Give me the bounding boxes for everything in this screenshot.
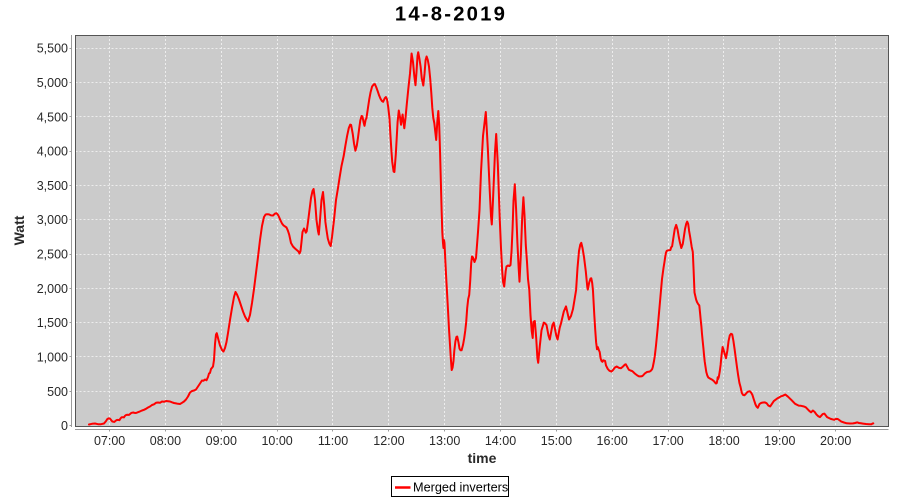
svg-text:1,500: 1,500 (37, 316, 68, 330)
svg-text:17:00: 17:00 (652, 434, 683, 448)
svg-text:5,500: 5,500 (37, 42, 68, 56)
svg-text:5,000: 5,000 (37, 76, 68, 90)
svg-text:16:00: 16:00 (597, 434, 628, 448)
svg-text:18:00: 18:00 (708, 434, 739, 448)
svg-text:10:00: 10:00 (261, 434, 292, 448)
svg-text:0: 0 (61, 419, 68, 433)
svg-text:19:00: 19:00 (764, 434, 795, 448)
svg-text:14-8-2019: 14-8-2019 (395, 4, 507, 26)
svg-text:4,000: 4,000 (37, 145, 68, 159)
svg-text:13:00: 13:00 (429, 434, 460, 448)
svg-text:11:00: 11:00 (318, 434, 348, 448)
svg-text:4,500: 4,500 (37, 110, 68, 124)
svg-text:3,500: 3,500 (37, 179, 68, 193)
svg-text:07:00: 07:00 (94, 434, 125, 448)
svg-text:09:00: 09:00 (206, 434, 237, 448)
svg-text:3,000: 3,000 (37, 213, 68, 227)
svg-text:2,000: 2,000 (37, 282, 68, 296)
svg-text:08:00: 08:00 (150, 434, 181, 448)
svg-text:15:00: 15:00 (541, 434, 572, 448)
svg-text:1,000: 1,000 (37, 351, 68, 365)
svg-text:time: time (468, 450, 497, 466)
svg-text:500: 500 (47, 385, 68, 399)
svg-text:12:00: 12:00 (373, 434, 404, 448)
svg-text:Watt: Watt (11, 215, 27, 245)
svg-text:2,500: 2,500 (37, 248, 68, 262)
svg-text:14:00: 14:00 (485, 434, 516, 448)
svg-text:20:00: 20:00 (820, 434, 851, 448)
svg-text:Merged inverters: Merged inverters (413, 480, 508, 494)
